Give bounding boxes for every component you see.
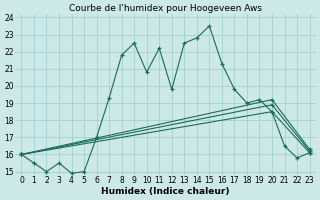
X-axis label: Humidex (Indice chaleur): Humidex (Indice chaleur) (101, 187, 230, 196)
Title: Courbe de l'humidex pour Hoogeveen Aws: Courbe de l'humidex pour Hoogeveen Aws (69, 4, 262, 13)
